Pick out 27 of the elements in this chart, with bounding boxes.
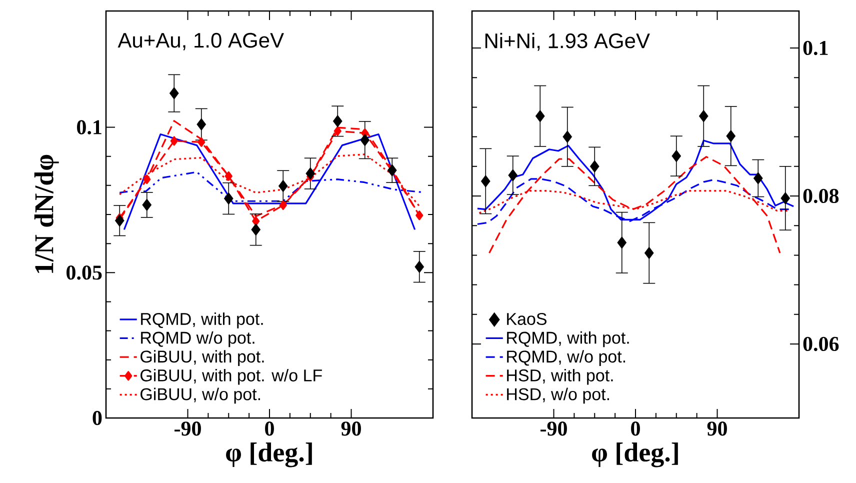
- x-tick-label: 90: [707, 422, 727, 436]
- y2-tick-label: 0.06: [803, 336, 839, 352]
- y2-tick-label: 0.1: [803, 40, 828, 56]
- x-tick-label: -90: [540, 422, 567, 436]
- legend-label: HSD, with pot.: [507, 368, 613, 385]
- y-axis-title: 1/N dN/dφ: [34, 154, 59, 273]
- y-tick-label: 0.05: [66, 266, 102, 280]
- x-tick-label: 90: [341, 422, 361, 436]
- x-tick-label: -90: [174, 422, 201, 436]
- legend-label: RQMD, with pot.: [507, 331, 629, 348]
- y-tick-label: 0: [92, 410, 102, 426]
- text: Au+Au, 1.0 AGeV: [118, 32, 284, 50]
- legend-label: KaoS: [507, 312, 546, 325]
- legend-label: GiBUU, w/o pot.: [140, 388, 260, 404]
- y2-tick-label: 0.08: [803, 188, 839, 204]
- legend-label: RQMD, w/o pot.: [507, 350, 626, 366]
- legend-label: GiBUU, with pot. w/o LF: [140, 368, 322, 385]
- text: Ni+Ni, 1.93 AGeV: [485, 32, 650, 51]
- x-tick-label: 0: [631, 422, 640, 436]
- legend-label: GiBUU, with pot.: [140, 350, 264, 366]
- x-axis-title: φ [deg.]: [226, 442, 312, 468]
- legend-label: RQMD w/o pot.: [141, 331, 254, 348]
- x-axis-title: φ [deg.]: [592, 442, 678, 468]
- legend-label: RQMD, with pot.: [141, 312, 263, 328]
- y-tick-label: 0.1: [77, 120, 102, 134]
- x-tick-label: 0: [265, 422, 274, 436]
- legend-label: HSD, w/o pot.: [507, 388, 609, 404]
